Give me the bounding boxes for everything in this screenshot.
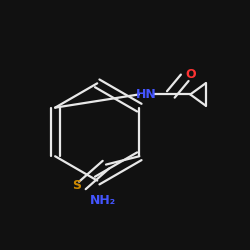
Text: NH₂: NH₂	[90, 194, 116, 207]
Text: S: S	[72, 179, 81, 192]
Text: O: O	[185, 68, 196, 82]
Text: HN: HN	[136, 88, 156, 101]
